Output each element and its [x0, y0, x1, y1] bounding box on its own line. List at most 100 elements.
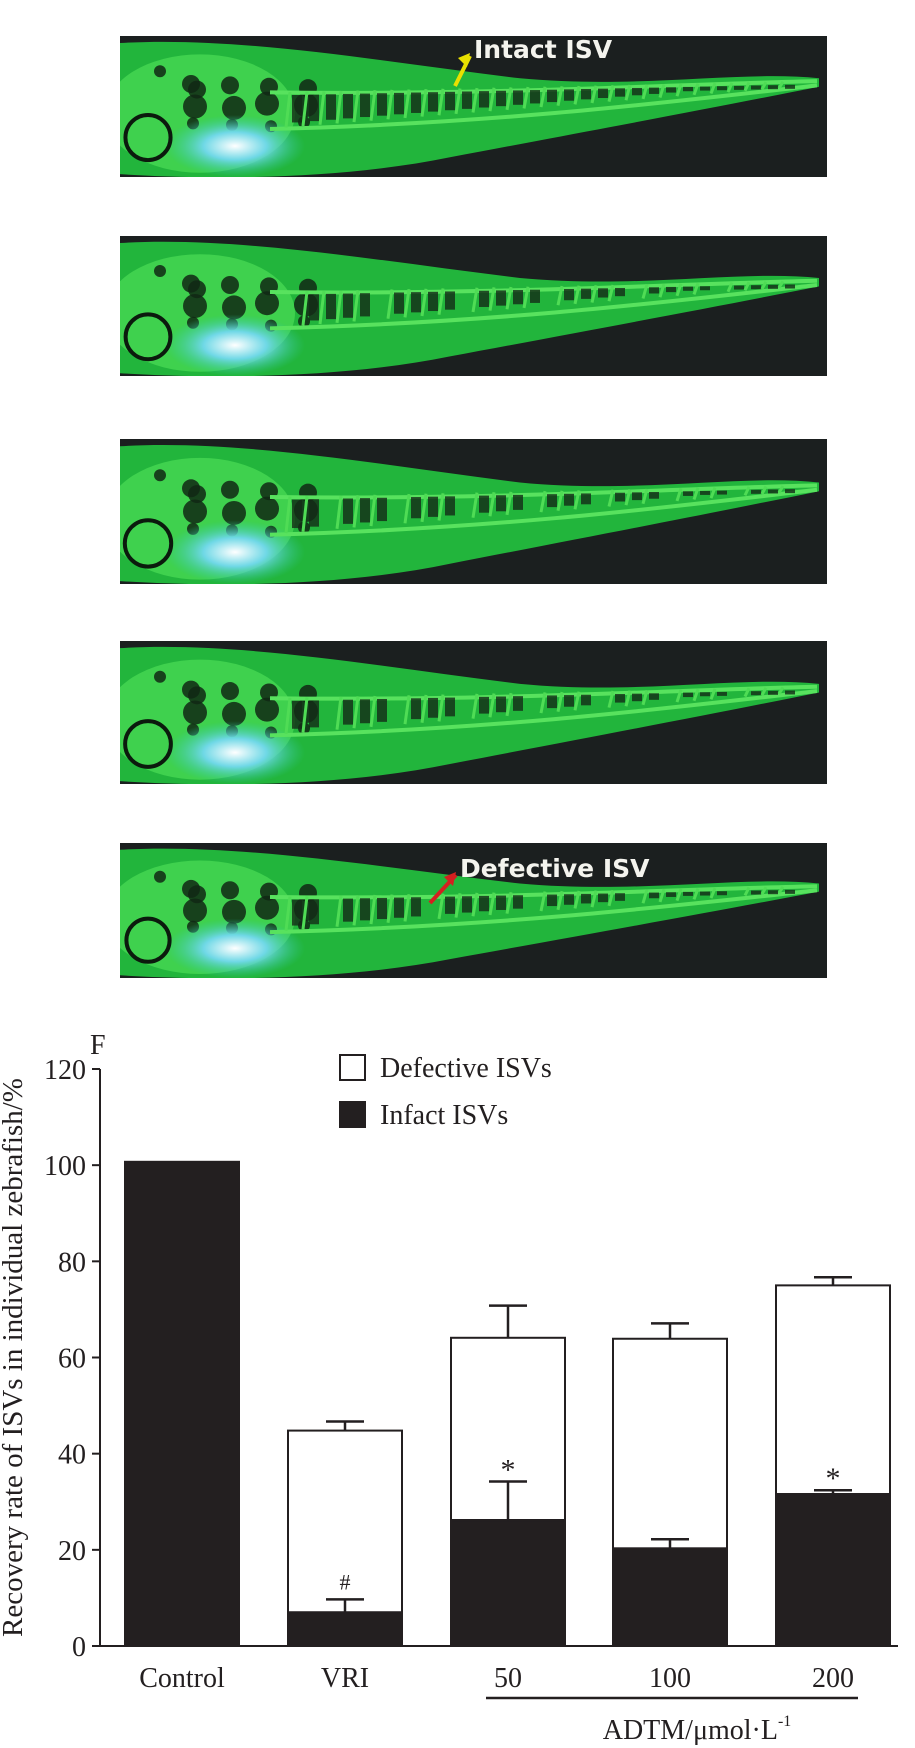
inter-vessel-gap	[360, 699, 370, 724]
pigment-spot	[183, 94, 207, 119]
isv-vessel	[386, 289, 394, 319]
inter-vessel-gap	[309, 499, 319, 527]
inter-vessel-gap	[445, 896, 455, 914]
inter-vessel-gap	[598, 88, 608, 99]
inter-vessel-gap	[768, 85, 778, 90]
pigment-spot	[182, 479, 200, 498]
isv-vessel	[607, 889, 615, 907]
isv-vessel	[284, 496, 292, 534]
isv-vessel	[760, 886, 768, 895]
inter-vessel-gap	[513, 696, 523, 711]
inter-vessel-gap	[394, 92, 404, 115]
isv-vessel	[420, 88, 428, 117]
legend-swatch	[339, 1101, 366, 1128]
isv-vessel	[777, 81, 785, 89]
inter-vessel-gap	[309, 294, 319, 321]
callout-arrowhead-icon	[444, 872, 456, 886]
isv-vessel	[709, 487, 717, 499]
inter-vessel-gap	[462, 896, 472, 913]
isv-vessel	[743, 687, 751, 698]
isv-vessel	[505, 692, 513, 717]
inter-vessel-gap	[496, 895, 506, 910]
isv-vessel	[692, 83, 700, 96]
isv-vessel	[692, 888, 700, 900]
inter-vessel-gap	[666, 87, 676, 93]
inter-vessel-gap	[717, 86, 727, 91]
y-tick-label: 60	[58, 1344, 86, 1375]
inter-vessel-gap	[411, 497, 421, 519]
pigment-spot	[221, 480, 239, 499]
bar-infact-isvs	[450, 1519, 566, 1647]
pigment-spot	[222, 95, 246, 120]
inter-vessel-gap	[360, 498, 370, 523]
inter-vessel-gap	[292, 899, 302, 926]
ventral-vessel	[269, 487, 818, 537]
isv-vessel	[556, 691, 564, 713]
callout-label: Defective ISV	[460, 854, 650, 883]
isv-vessel	[352, 290, 360, 322]
inter-vessel-gap	[292, 499, 302, 529]
isv-vessel	[590, 284, 598, 303]
inter-vessel-gap	[428, 496, 438, 517]
inter-vessel-gap	[445, 291, 455, 310]
zebrafish-micrograph	[120, 439, 827, 584]
isv-vessel	[760, 281, 768, 290]
legend-swatch	[339, 1054, 366, 1081]
bar-infact-isvs	[775, 1493, 891, 1647]
inter-vessel-gap	[479, 696, 489, 714]
inter-vessel-gap	[292, 700, 302, 729]
isv-vessel	[692, 487, 700, 501]
callout-arrowhead-icon	[458, 53, 470, 67]
inter-vessel-gap	[649, 287, 659, 294]
isv-vessel	[675, 487, 683, 502]
inter-vessel-gap	[513, 895, 523, 909]
inter-vessel-gap	[768, 284, 778, 289]
isv-vessel	[505, 87, 513, 111]
inter-vessel-gap	[683, 891, 693, 896]
pigment-spot	[255, 291, 279, 316]
pigment-spot	[154, 65, 166, 78]
inter-vessel-gap	[581, 288, 591, 299]
inter-vessel-gap	[564, 695, 574, 707]
inter-vessel-gap	[649, 492, 659, 499]
isv-vessel	[641, 84, 649, 100]
pigment-spot	[255, 697, 279, 722]
isv-vessel	[709, 887, 717, 899]
pigment-spot	[182, 879, 200, 898]
inter-vessel-gap	[343, 498, 353, 524]
inter-vessel-gap	[377, 699, 387, 722]
ventral-vessel	[269, 283, 818, 331]
inter-vessel-gap	[751, 890, 761, 895]
yolk-glow	[165, 520, 305, 584]
isv-vessel	[403, 89, 411, 119]
isv-vessel	[471, 87, 479, 113]
inter-vessel-gap	[309, 94, 319, 122]
pigment-spot	[183, 898, 207, 923]
isv-vessel	[488, 892, 496, 916]
isv-vessel	[675, 283, 683, 297]
zebrafish-micrograph: Defective ISV	[120, 843, 827, 978]
pigment-spot	[255, 496, 279, 521]
inter-vessel-gap	[734, 285, 744, 290]
inter-vessel-gap	[751, 489, 761, 494]
inter-vessel-gap	[377, 897, 387, 920]
inter-vessel-gap	[615, 287, 625, 297]
inter-vessel-gap	[360, 93, 370, 118]
isv-vessel	[335, 895, 343, 927]
isv-vessel	[709, 82, 717, 95]
pigment-spot	[222, 295, 246, 320]
isv-vessel	[556, 890, 564, 911]
pigment-spot	[154, 870, 166, 883]
y-tick-label: 0	[72, 1632, 86, 1663]
isv-vessel	[573, 85, 581, 105]
inter-vessel-gap	[785, 84, 795, 89]
isv-vessel	[624, 488, 632, 506]
isv-vessel	[675, 83, 683, 97]
isv-vessel	[301, 291, 309, 326]
inter-vessel-gap	[343, 93, 353, 119]
legend-entry: Defective ISVs	[380, 1053, 552, 1084]
inter-vessel-gap	[666, 892, 676, 897]
isv-vessel	[335, 495, 343, 530]
inter-vessel-gap	[530, 289, 540, 303]
isv-vessel	[454, 88, 462, 115]
